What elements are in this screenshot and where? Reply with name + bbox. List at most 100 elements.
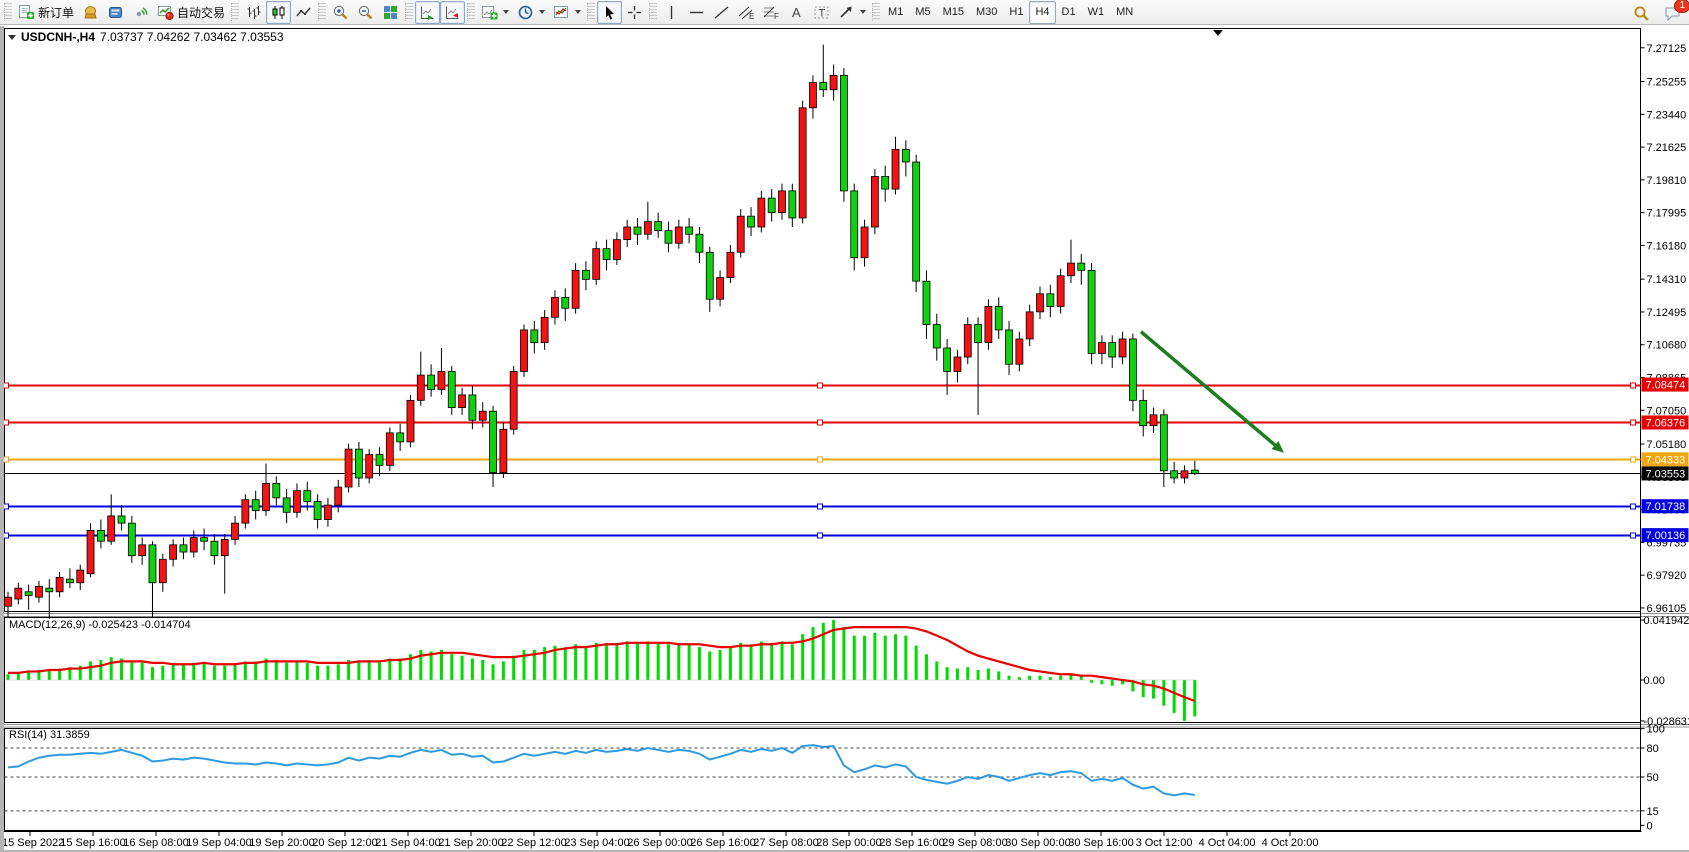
arrowobj-icon <box>838 4 855 21</box>
auto-scroll-button[interactable] <box>415 0 441 24</box>
candle-chart-button[interactable] <box>266 0 292 24</box>
price-labels: 7.08474 7.06376 7.04333 7.01738 7.00136 7.035… <box>1641 377 1689 543</box>
timeframe-button-h4[interactable]: H4 <box>1029 0 1056 24</box>
signal-button[interactable] <box>128 1 153 24</box>
chart-symbol-period: USDCNH-,H4 <box>21 30 96 44</box>
metaeditor-button[interactable] <box>103 1 128 24</box>
chart-shift-button[interactable] <box>440 0 466 24</box>
seal-button[interactable] <box>78 1 103 24</box>
svg-text:21 Sep 04:00: 21 Sep 04:00 <box>375 837 440 849</box>
dropdown-caret-icon <box>575 10 582 14</box>
svg-text:28 Sep 00:00: 28 Sep 00:00 <box>816 837 881 849</box>
svg-text:50: 50 <box>1647 772 1659 784</box>
toolbar-separator <box>405 3 414 21</box>
signal-icon <box>132 4 149 21</box>
svg-text:28 Sep 16:00: 28 Sep 16:00 <box>879 837 944 849</box>
timeframe-button-m30[interactable]: M30 <box>976 6 998 18</box>
svg-text:7.07050: 7.07050 <box>1647 405 1687 417</box>
svg-text:A: A <box>792 5 801 20</box>
svg-text:7.08474: 7.08474 <box>1646 380 1686 392</box>
line-icon <box>295 4 312 21</box>
dropdown-caret-icon <box>539 10 546 14</box>
fibonacci-button[interactable]: F <box>759 1 784 24</box>
zoom-out-button[interactable] <box>353 1 378 24</box>
zoom-in-icon <box>332 4 349 21</box>
text-icon: A <box>788 4 805 21</box>
svg-text:3 Oct 12:00: 3 Oct 12:00 <box>1136 837 1193 849</box>
autotrade-button[interactable]: 自动交易 <box>153 1 229 24</box>
timeframe-button-d1[interactable]: D1 <box>1061 6 1076 18</box>
svg-text:7.12495: 7.12495 <box>1647 307 1687 319</box>
timeframe-button-m15[interactable]: M15 <box>942 6 964 18</box>
dropdown-caret-icon <box>860 10 867 14</box>
new-chart-button[interactable] <box>477 1 513 24</box>
new-order-icon <box>18 4 35 21</box>
svg-text:30 Sep 00:00: 30 Sep 00:00 <box>1005 837 1070 849</box>
svg-text:100: 100 <box>1647 724 1665 736</box>
autotrade-button-label: 自动交易 <box>177 5 226 20</box>
price-axis[interactable]: 7.27125 7.25255 7.23440 7.21625 7.19810 7.179… <box>1640 43 1689 833</box>
cursor-icon <box>601 4 618 21</box>
svg-text:22 Sep 12:00: 22 Sep 12:00 <box>501 837 566 849</box>
chart-shift-marker-icon[interactable] <box>1213 30 1223 36</box>
crosshair-icon <box>626 4 643 21</box>
timeframe-button-m1[interactable]: M1 <box>888 6 904 18</box>
svg-text:26 Sep 16:00: 26 Sep 16:00 <box>690 837 755 849</box>
bar-chart-button[interactable] <box>241 1 266 24</box>
svg-text:15 Sep 16:00: 15 Sep 16:00 <box>60 837 125 849</box>
svg-text:23 Sep 04:00: 23 Sep 04:00 <box>564 837 629 849</box>
cursor-button[interactable] <box>597 0 623 24</box>
svg-text:16 Sep 08:00: 16 Sep 08:00 <box>123 837 188 849</box>
timeframe-button-mn[interactable]: MN <box>1116 6 1134 18</box>
chart-title: USDCNH-,H4 7.03737 7.04262 7.03462 7.035… <box>8 30 284 44</box>
trendline-button[interactable] <box>709 1 734 24</box>
svg-text:30 Sep 16:00: 30 Sep 16:00 <box>1068 837 1133 849</box>
svg-text:80: 80 <box>1647 743 1659 755</box>
svg-text:20 Sep 12:00: 20 Sep 12:00 <box>312 837 377 849</box>
svg-text:7.03553: 7.03553 <box>1646 468 1686 480</box>
timeframe-button-w1[interactable]: W1 <box>1087 6 1105 18</box>
crosshair-button[interactable] <box>622 1 647 24</box>
timeframe-button-h1[interactable]: H1 <box>1009 6 1024 18</box>
period-button[interactable] <box>513 1 549 24</box>
label-button[interactable]: T <box>809 1 834 24</box>
macd-histogram <box>4 619 1197 721</box>
svg-text:15: 15 <box>1647 806 1659 818</box>
svg-text:19 Sep 04:00: 19 Sep 04:00 <box>186 837 251 849</box>
equidistant-channel-button[interactable]: E <box>734 1 759 24</box>
text-button[interactable]: A <box>784 1 809 24</box>
zoom-out-icon <box>357 4 374 21</box>
quote-panel-toggle-icon[interactable] <box>8 34 16 40</box>
toolbar-separator <box>4 3 12 21</box>
toolbar-separator <box>231 3 240 21</box>
tile-icon <box>382 4 399 21</box>
hline-icon <box>688 4 705 21</box>
svg-text:7.06376: 7.06376 <box>1646 417 1686 429</box>
chart-ohlc-quotes: 7.03737 7.04262 7.03462 7.03553 <box>100 30 284 44</box>
tile-windows-button[interactable] <box>378 1 403 24</box>
arrows-button[interactable] <box>834 1 870 24</box>
zoom-in-button[interactable] <box>328 1 353 24</box>
svg-text:-0.028631: -0.028631 <box>1644 716 1689 728</box>
macd-signal-line <box>8 625 1196 703</box>
svg-text:19 Sep 20:00: 19 Sep 20:00 <box>249 837 314 849</box>
rsi-line <box>7 744 1195 797</box>
svg-text:4 Oct 20:00: 4 Oct 20:00 <box>1262 837 1319 849</box>
arrow-annotation[interactable] <box>1139 330 1284 453</box>
new-order-button[interactable]: 新订单 <box>14 1 78 24</box>
autoscroll-icon <box>419 4 436 21</box>
horizontal-line-button[interactable] <box>684 1 709 24</box>
window-border-left <box>0 26 4 852</box>
timeframe-button-m5[interactable]: M5 <box>915 6 931 18</box>
svg-text:0.041942: 0.041942 <box>1644 615 1689 627</box>
notification-badge: 1 <box>1674 0 1689 13</box>
notifications-button[interactable]: 1 <box>1660 0 1689 25</box>
horizontal-line-objects[interactable] <box>0 382 1641 539</box>
line-chart-button[interactable] <box>291 1 316 24</box>
search-button[interactable] <box>1629 2 1654 25</box>
template-button[interactable] <box>549 1 585 24</box>
svg-text:7.17995: 7.17995 <box>1647 208 1687 220</box>
vertical-line-button[interactable] <box>659 1 684 24</box>
